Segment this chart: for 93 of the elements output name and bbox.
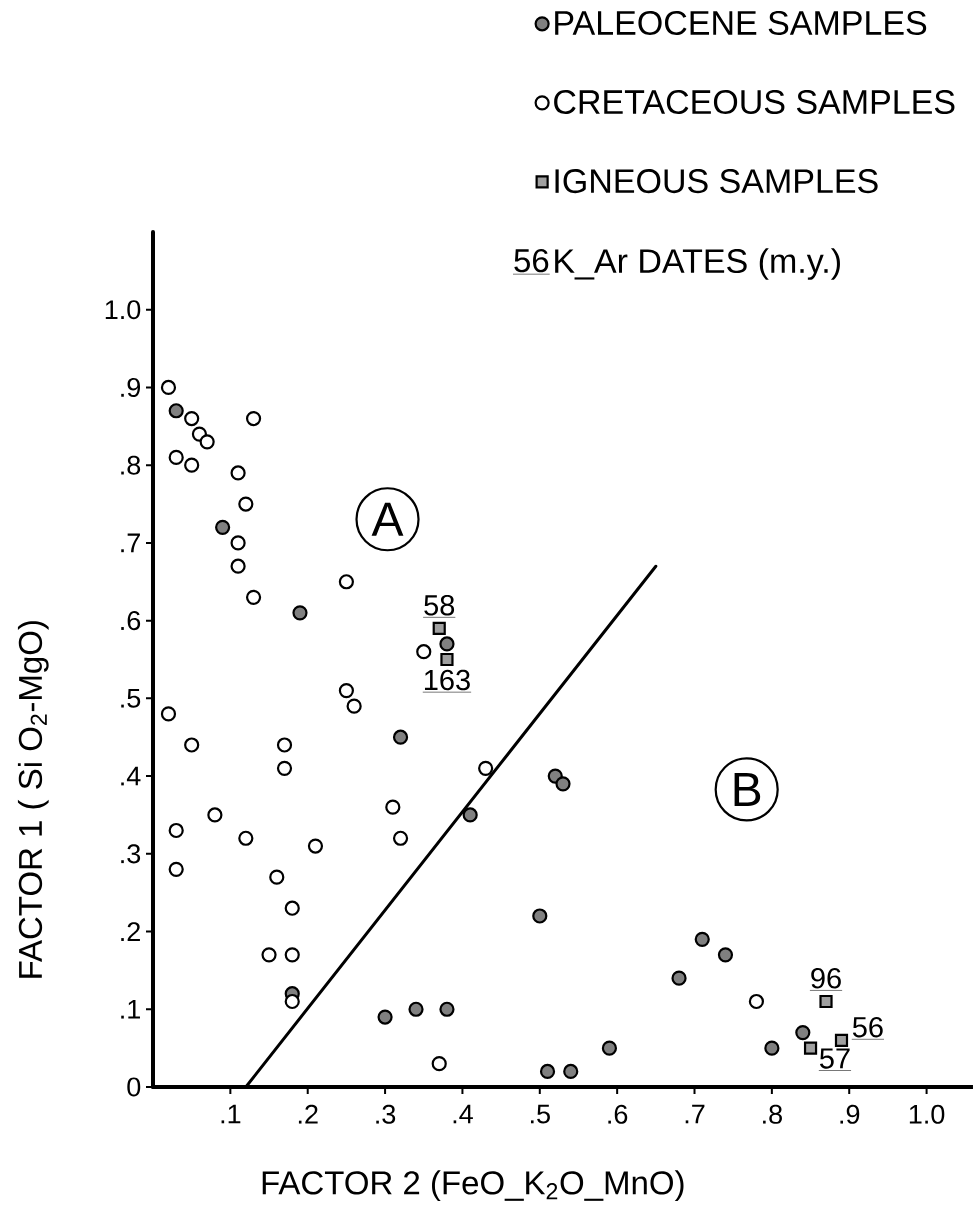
x-tick-label: 1.0: [909, 1104, 945, 1124]
y-tick-label: .2: [121, 922, 140, 941]
point: [764, 1040, 780, 1056]
x-tick-label: .9: [840, 1104, 860, 1124]
annotation: 163: [424, 669, 470, 691]
point: [408, 1001, 424, 1017]
point: [230, 465, 246, 481]
point: [238, 496, 254, 512]
point: [439, 636, 455, 652]
annotation: A: [371, 502, 404, 536]
y-tick-label: 0: [127, 1077, 141, 1097]
point: [671, 970, 687, 986]
legend-label: IGNEOUS SAMPLES: [555, 169, 878, 194]
point: [284, 900, 300, 916]
point: [207, 807, 223, 823]
point: [160, 379, 177, 396]
point: [392, 830, 409, 846]
point: [462, 807, 478, 823]
x-tick-label: .4: [453, 1104, 473, 1124]
annotation: B: [734, 772, 761, 806]
point: [284, 947, 300, 963]
point: [230, 535, 246, 551]
y-tick-label: .5: [121, 688, 141, 708]
point: [346, 698, 362, 714]
point: [168, 822, 184, 839]
legend-label: CRETACEOUS SAMPLES: [554, 90, 955, 115]
point: [160, 706, 177, 722]
annotation: 96: [811, 968, 841, 989]
point: [184, 737, 200, 753]
point: [532, 908, 548, 924]
point: [276, 760, 293, 776]
point: [230, 558, 246, 574]
point: [431, 1056, 447, 1072]
x-tick-label: .2: [298, 1104, 318, 1124]
x-tick-label: .8: [763, 1104, 782, 1124]
point: [803, 1041, 818, 1055]
annotation: 56: [852, 1016, 883, 1038]
y-tick-label: .6: [121, 611, 141, 631]
point: [338, 574, 354, 590]
x-tick-label: .3: [376, 1104, 396, 1124]
point: [261, 947, 277, 963]
point: [284, 993, 300, 1010]
point: [416, 644, 432, 660]
point: [385, 799, 401, 815]
y-axis-title: FACTOR 1 ( Si O$_{2}$-MgO): [17, 621, 49, 978]
point: [338, 682, 354, 699]
point: [168, 861, 184, 877]
x-axis-title: FACTOR 2 (FeO_K$_{2}$O_MnO): [262, 1170, 684, 1202]
point: [748, 993, 764, 1010]
point: [245, 589, 262, 605]
x-tick-label: .7: [685, 1104, 705, 1124]
point: [245, 410, 262, 427]
point: [819, 994, 833, 1009]
point: [717, 947, 734, 963]
y-tick-label: .1: [121, 999, 140, 1019]
point: [377, 1009, 393, 1025]
x-tick-label: .6: [608, 1104, 628, 1124]
y-tick-label: .3: [121, 844, 141, 864]
point: [440, 652, 454, 667]
point: [269, 869, 285, 885]
point: [307, 838, 324, 854]
point: [199, 434, 215, 450]
point: [478, 760, 494, 776]
point: [276, 737, 293, 753]
annotation: 58: [424, 594, 455, 616]
x-tick-label: .5: [531, 1104, 550, 1124]
y-tick-label: .7: [121, 533, 140, 553]
point: [168, 403, 184, 419]
annotation: 56: [514, 248, 549, 273]
y-tick-label: .9: [121, 377, 141, 398]
point: [215, 519, 231, 535]
annotation: 57: [819, 1048, 850, 1069]
point: [392, 729, 409, 745]
point: [555, 776, 571, 792]
point: [184, 457, 200, 473]
point: [834, 1033, 849, 1047]
point: [694, 931, 710, 947]
y-tick-label: .4: [121, 766, 141, 786]
y-tick-label: 1.0: [105, 300, 141, 320]
point: [795, 1024, 811, 1041]
point: [601, 1040, 618, 1056]
point: [563, 1063, 579, 1080]
y-tick-label: .8: [121, 455, 141, 475]
point: [238, 830, 254, 846]
point: [184, 410, 200, 427]
point: [292, 605, 308, 621]
annotation: K_Ar DATES (m.y.): [555, 248, 840, 280]
point: [539, 1063, 556, 1080]
legend-label: PALEOCENE SAMPLES: [555, 10, 927, 35]
x-tick-label: .1: [221, 1104, 241, 1124]
point: [439, 1001, 455, 1017]
point: [168, 449, 184, 466]
point: [432, 621, 446, 635]
